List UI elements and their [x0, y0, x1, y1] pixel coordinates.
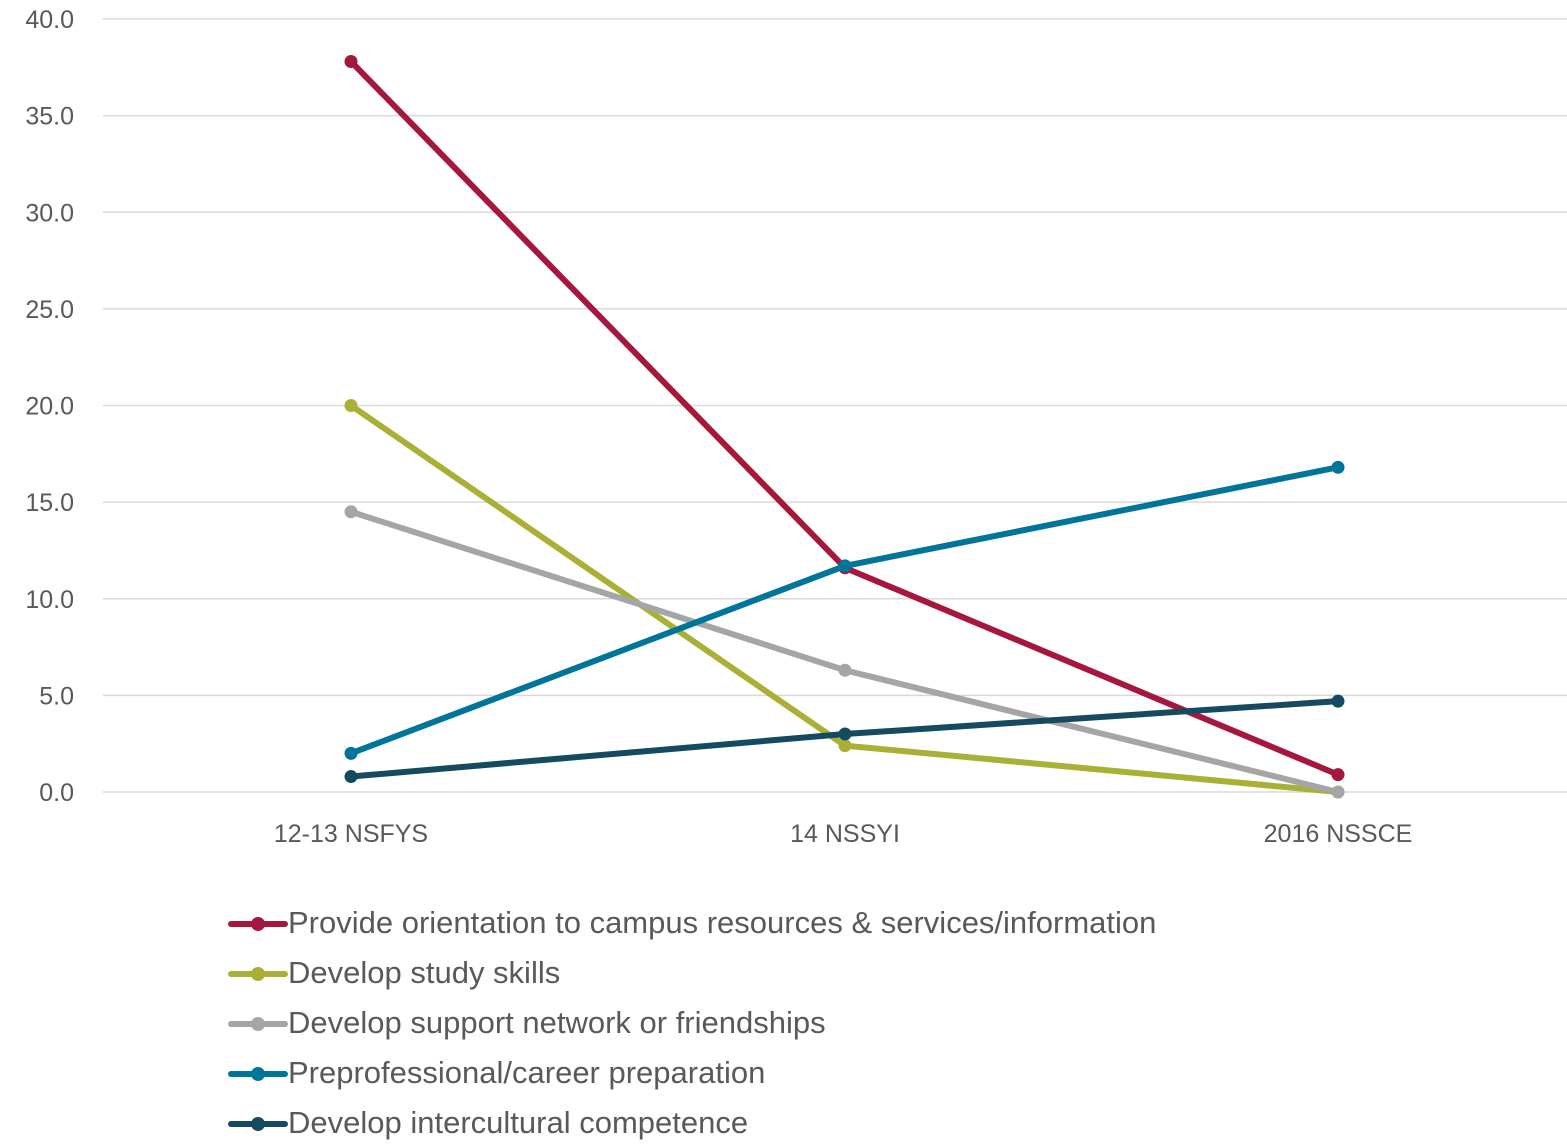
y-tick-label: 30.0 [25, 199, 74, 227]
data-point [838, 663, 852, 677]
legend-swatch [228, 1058, 288, 1088]
y-tick-label: 35.0 [25, 103, 74, 131]
y-axis-ticks: 0.0 5.0 10.0 15.0 20.0 25.0 30.0 35.0 40.0 [25, 6, 74, 807]
legend-item: Develop intercultural competence [228, 1098, 1156, 1148]
y-tick-label: 5.0 [39, 682, 74, 710]
data-point [1331, 785, 1345, 799]
y-tick-label: 40.0 [25, 6, 74, 34]
legend-label: Provide orientation to campus resources … [288, 905, 1157, 940]
y-tick-label: 10.0 [25, 586, 74, 614]
legend-item: Preprofessional/career preparation [228, 1048, 1156, 1098]
data-point [1331, 460, 1345, 474]
legend-item: Provide orientation to campus resources … [228, 898, 1156, 948]
series [344, 505, 1345, 799]
legend-swatch [228, 1108, 288, 1138]
data-point [838, 559, 852, 573]
data-point [1331, 768, 1345, 782]
legend-item: Develop study skills [228, 948, 1156, 998]
data-point [344, 55, 358, 69]
y-tick-label: 20.0 [25, 393, 74, 421]
data-point [838, 727, 852, 741]
legend-swatch [228, 1008, 288, 1038]
line-chart: 0.0 5.0 10.0 15.0 20.0 25.0 30.0 35.0 40.0 12-13… [25, 6, 1567, 848]
x-tick-label: 14 NSSYI [790, 820, 900, 848]
legend-swatch [228, 958, 288, 988]
x-tick-label: 12-13 NSFYS [274, 820, 428, 848]
x-tick-label: 2016 NSSCE [1264, 820, 1413, 848]
legend-label: Develop study skills [288, 955, 561, 990]
y-tick-label: 25.0 [25, 296, 74, 324]
legend-item: Develop support network or friendships [228, 998, 1156, 1048]
legend-label: Preprofessional/career preparation [288, 1055, 766, 1090]
data-point [344, 770, 358, 784]
y-tick-label: 0.0 [39, 779, 74, 807]
data-point [838, 739, 852, 753]
y-tick-label: 15.0 [25, 489, 74, 517]
legend-label: Develop intercultural competence [288, 1105, 749, 1140]
data-point [344, 505, 358, 519]
data-point [1331, 694, 1345, 708]
x-axis-ticks: 12-13 NSFYS 14 NSSYI 2016 NSSCE [274, 820, 1412, 848]
legend-label: Develop support network or friendships [288, 1005, 826, 1040]
series [344, 460, 1345, 760]
data-point [344, 746, 358, 760]
series [344, 694, 1345, 784]
data-point [344, 399, 358, 412]
legend: Provide orientation to campus resources … [228, 898, 1156, 1148]
gridlines [103, 18, 1567, 793]
legend-swatch [228, 908, 288, 938]
series-lines [344, 55, 1345, 799]
